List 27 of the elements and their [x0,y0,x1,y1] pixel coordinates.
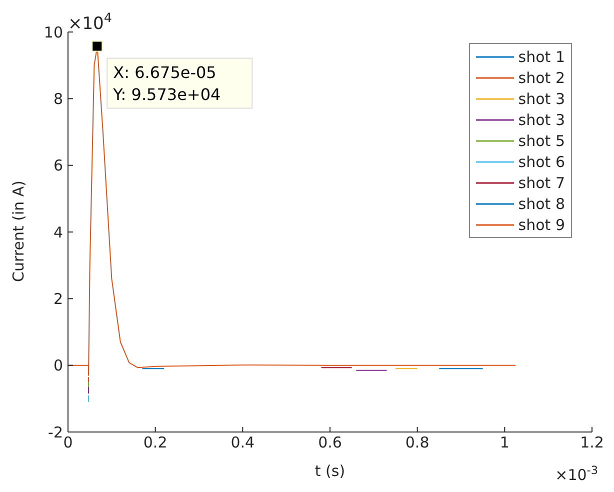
y-tick-label: 8 [53,90,63,108]
annotation: X: 6.675e-05 Y: 9.573e+04 [112,63,221,104]
legend-label: shot 3 [518,110,565,128]
legend-label: shot 9 [518,216,565,234]
x-tick-label: 0.6 [318,434,342,452]
legend-label: shot 2 [518,68,565,86]
y-tick-label: 10 [44,23,63,42]
x-tick-label: 0.8 [405,434,430,452]
legend-label: shot 1 [518,48,565,66]
legend-label: shot 5 [518,132,565,150]
y-tick-label: 6 [53,156,63,175]
legend-label: shot 3 [518,90,565,108]
y-axis-title: Current (in A) [9,180,28,282]
y-tick-label: -2 [48,423,63,442]
legend-label: shot 8 [518,194,565,212]
x-tick-label: 0.2 [143,434,168,452]
y-tick-label: 4 [53,223,63,242]
legend-label: shot 6 [518,152,565,170]
x-tick-label: 1.2 [580,434,604,452]
x-axis-title: t (s) [314,462,346,480]
y-tick-label: 0 [53,356,63,375]
legend-label: shot 7 [518,174,565,192]
annotation: ×10$^{4}$ [68,10,112,34]
y-tick-label: 2 [53,290,63,308]
x-tick-label: 0.4 [230,434,255,452]
text: ×10$^{-3}$ [555,464,598,484]
x-tick-label: 1 [500,434,510,452]
